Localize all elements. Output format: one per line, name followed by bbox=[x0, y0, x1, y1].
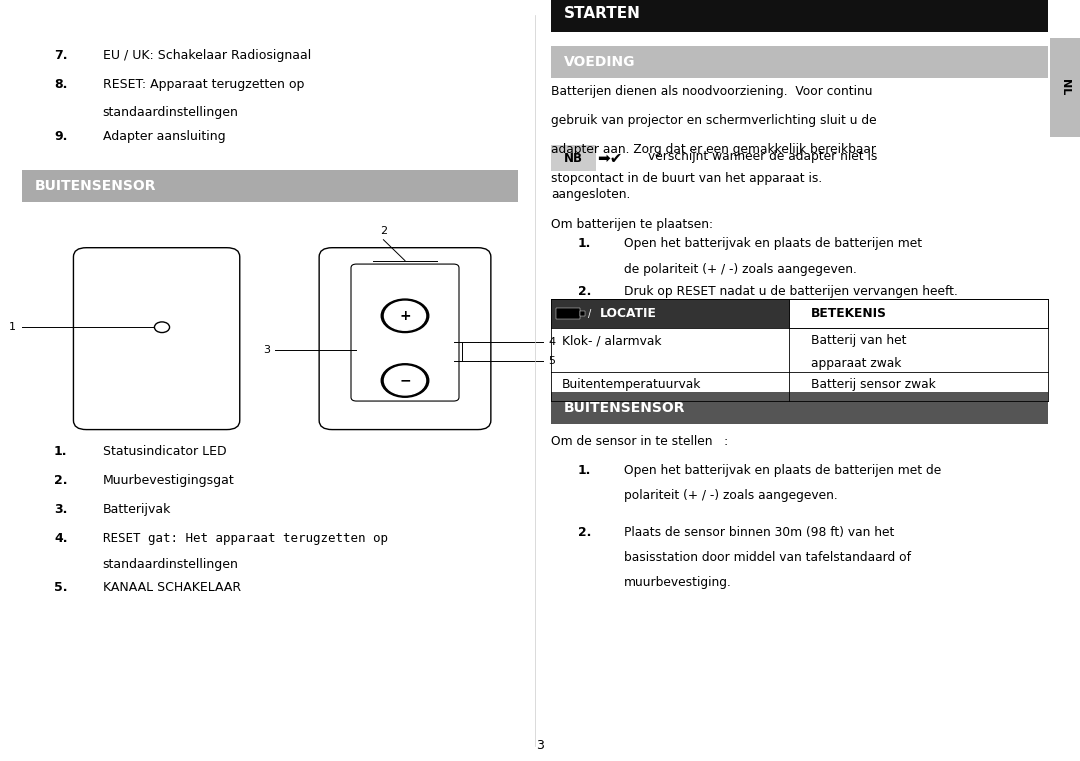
Text: RESET: Apparaat terugzetten op: RESET: Apparaat terugzetten op bbox=[103, 78, 303, 91]
Text: polariteit (+ / -) zoals aangegeven.: polariteit (+ / -) zoals aangegeven. bbox=[624, 489, 838, 502]
Bar bbox=[551, 299, 789, 328]
Text: adapter aan. Zorg dat er een gemakkelijk bereikbaar: adapter aan. Zorg dat er een gemakkelijk… bbox=[551, 143, 876, 156]
Text: 1.: 1. bbox=[54, 445, 67, 458]
Bar bbox=[551, 0, 1048, 32]
Text: 2.: 2. bbox=[578, 285, 591, 298]
Text: Muurbevestigingsgat: Muurbevestigingsgat bbox=[103, 474, 234, 487]
Text: standaardinstellingen: standaardinstellingen bbox=[103, 558, 239, 571]
Text: basisstation door middel van tafelstandaard of: basisstation door middel van tafelstanda… bbox=[624, 551, 912, 564]
Text: +: + bbox=[400, 309, 410, 323]
Circle shape bbox=[384, 301, 426, 330]
Text: 1.: 1. bbox=[578, 464, 591, 477]
Text: stopcontact in de buurt van het apparaat is.: stopcontact in de buurt van het apparaat… bbox=[551, 172, 822, 185]
Text: 5.: 5. bbox=[54, 581, 67, 594]
Circle shape bbox=[384, 366, 426, 395]
Text: Druk op RESET nadat u de batterijen vervangen heeft.: Druk op RESET nadat u de batterijen verv… bbox=[624, 285, 958, 298]
Text: ➡✔: ➡✔ bbox=[597, 151, 623, 166]
Text: 1: 1 bbox=[10, 322, 16, 333]
Text: LOCATIE: LOCATIE bbox=[599, 307, 657, 320]
Text: de polariteit (+ / -) zoals aangegeven.: de polariteit (+ / -) zoals aangegeven. bbox=[624, 263, 858, 275]
Text: 1.: 1. bbox=[578, 237, 591, 250]
Text: Batterij van het: Batterij van het bbox=[811, 334, 906, 347]
Text: 9.: 9. bbox=[54, 130, 67, 143]
Bar bbox=[580, 310, 584, 317]
Text: verschijnt wanneer de adapter niet is: verschijnt wanneer de adapter niet is bbox=[648, 150, 877, 164]
Text: 7.: 7. bbox=[54, 49, 67, 62]
Circle shape bbox=[381, 364, 429, 397]
Text: 5: 5 bbox=[548, 356, 555, 367]
Text: 2.: 2. bbox=[578, 526, 591, 539]
Text: Plaats de sensor binnen 30m (98 ft) van het: Plaats de sensor binnen 30m (98 ft) van … bbox=[624, 526, 894, 539]
Text: STARTEN: STARTEN bbox=[564, 6, 640, 21]
Text: /: / bbox=[588, 308, 591, 319]
Text: 3: 3 bbox=[264, 345, 270, 355]
Text: Batterijen dienen als noodvoorziening.  Voor continu: Batterijen dienen als noodvoorziening. V… bbox=[551, 85, 873, 98]
Text: muurbevestiging.: muurbevestiging. bbox=[624, 576, 732, 589]
Text: Open het batterijvak en plaats de batterijen met: Open het batterijvak en plaats de batter… bbox=[624, 237, 922, 250]
Text: 8.: 8. bbox=[54, 78, 67, 91]
Text: KANAAL SCHAKELAAR: KANAAL SCHAKELAAR bbox=[103, 581, 241, 594]
Text: 2.: 2. bbox=[54, 474, 67, 487]
Text: Om batterijen te plaatsen:: Om batterijen te plaatsen: bbox=[551, 218, 713, 231]
Bar bbox=[551, 145, 596, 171]
Text: −: − bbox=[400, 374, 410, 387]
Text: BUITENSENSOR: BUITENSENSOR bbox=[35, 179, 157, 193]
Text: gebruik van projector en schermverlichting sluit u de: gebruik van projector en schermverlichti… bbox=[551, 114, 877, 127]
Text: RESET gat: Het apparaat terugzetten op: RESET gat: Het apparaat terugzetten op bbox=[103, 532, 388, 545]
Text: 2: 2 bbox=[380, 226, 387, 236]
FancyBboxPatch shape bbox=[73, 247, 240, 429]
Text: EU / UK: Schakelaar Radiosignaal: EU / UK: Schakelaar Radiosignaal bbox=[103, 49, 311, 62]
Text: NL: NL bbox=[1059, 79, 1070, 96]
Text: VOEDING: VOEDING bbox=[564, 55, 635, 68]
Text: 3: 3 bbox=[536, 739, 544, 753]
Bar bbox=[551, 392, 1048, 424]
Text: BETEKENIS: BETEKENIS bbox=[811, 307, 887, 320]
Bar bbox=[22, 170, 518, 202]
Text: NB: NB bbox=[564, 151, 583, 165]
Text: Om de sensor in te stellen   :: Om de sensor in te stellen : bbox=[551, 435, 728, 448]
Bar bbox=[556, 308, 580, 319]
Text: Batterij sensor zwak: Batterij sensor zwak bbox=[811, 378, 935, 391]
Text: 3.: 3. bbox=[54, 503, 67, 516]
Bar bbox=[789, 299, 1048, 328]
Text: apparaat zwak: apparaat zwak bbox=[811, 357, 901, 370]
Text: Open het batterijvak en plaats de batterijen met de: Open het batterijvak en plaats de batter… bbox=[624, 464, 942, 477]
FancyBboxPatch shape bbox=[320, 247, 490, 429]
Text: Klok- / alarmvak: Klok- / alarmvak bbox=[562, 334, 661, 347]
FancyBboxPatch shape bbox=[351, 264, 459, 401]
Text: Batterijvak: Batterijvak bbox=[103, 503, 171, 516]
Text: 4: 4 bbox=[548, 337, 555, 348]
Text: standaardinstellingen: standaardinstellingen bbox=[103, 106, 239, 119]
Text: Statusindicator LED: Statusindicator LED bbox=[103, 445, 226, 458]
Text: Buitentemperatuurvak: Buitentemperatuurvak bbox=[562, 378, 701, 391]
Text: 4.: 4. bbox=[54, 532, 67, 545]
Bar bbox=[1050, 38, 1080, 137]
Circle shape bbox=[381, 299, 429, 333]
Text: aangesloten.: aangesloten. bbox=[551, 188, 630, 201]
Text: BUITENSENSOR: BUITENSENSOR bbox=[564, 401, 686, 415]
Text: Adapter aansluiting: Adapter aansluiting bbox=[103, 130, 226, 143]
Bar bbox=[551, 46, 1048, 78]
